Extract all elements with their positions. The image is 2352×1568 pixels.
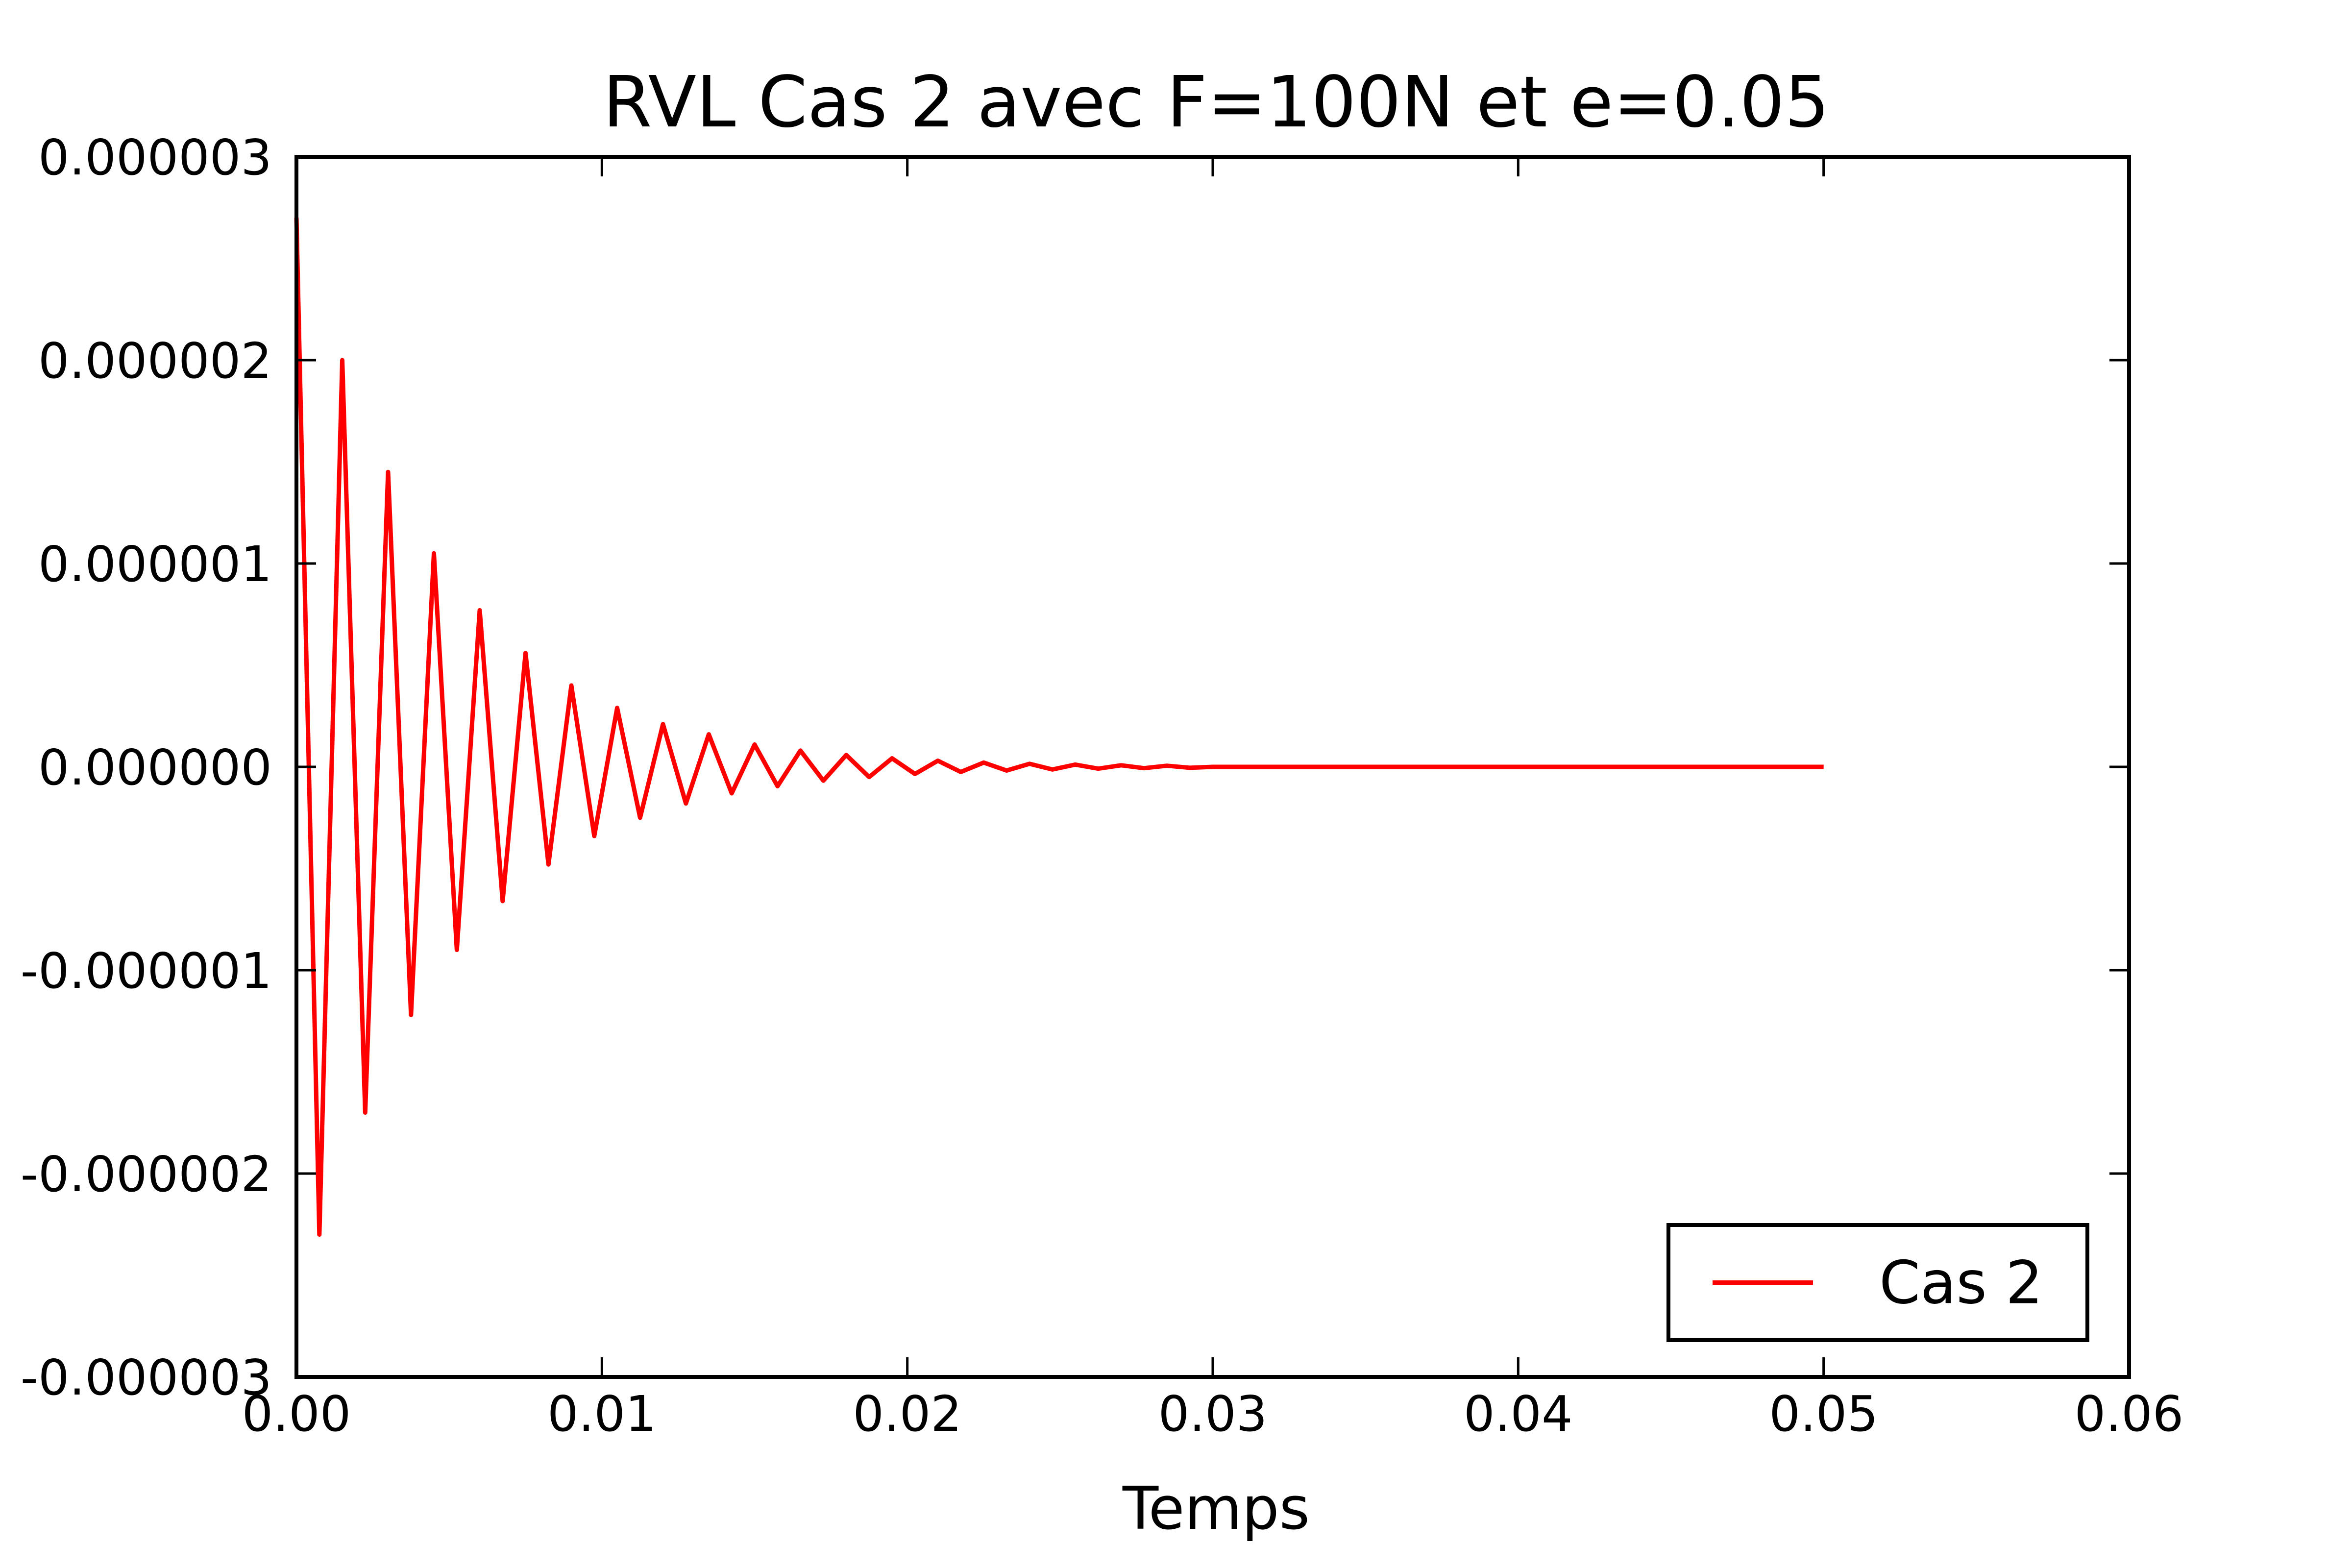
x-axis-label: Temps bbox=[1122, 1475, 1310, 1543]
y-tick-label: -0.000001 bbox=[21, 942, 272, 1000]
x-tick-label: 0.05 bbox=[1769, 1385, 1878, 1443]
x-tick-label: 0.03 bbox=[1158, 1385, 1268, 1443]
chart-title: RVL Cas 2 avec F=100N et e=0.05 bbox=[603, 61, 1829, 143]
y-tick-label: 0.000003 bbox=[38, 129, 272, 186]
x-tick-label: 0.02 bbox=[853, 1385, 962, 1443]
y-tick-label: -0.000003 bbox=[21, 1349, 272, 1406]
legend: Cas 2 bbox=[1666, 1223, 2089, 1342]
legend-label: Cas 2 bbox=[1879, 1250, 2043, 1318]
x-tick-label: 0.06 bbox=[2075, 1385, 2184, 1443]
x-tick-label: 0.04 bbox=[1464, 1385, 1573, 1443]
x-tick-label: 0.01 bbox=[547, 1385, 657, 1443]
x-tick-label: 0.00 bbox=[242, 1385, 351, 1443]
series-line-cas-2 bbox=[294, 218, 1824, 1237]
y-tick-label: 0.000000 bbox=[38, 739, 272, 796]
y-tick-label: 0.000002 bbox=[38, 332, 272, 390]
y-tick-label: -0.000002 bbox=[21, 1146, 272, 1203]
plot-area: 0.00 0.01 0.02 0.03 0.04 0.05 0.06 -0.000003 -0.… bbox=[21, 129, 2184, 1443]
y-tick-label: 0.000001 bbox=[38, 536, 272, 593]
